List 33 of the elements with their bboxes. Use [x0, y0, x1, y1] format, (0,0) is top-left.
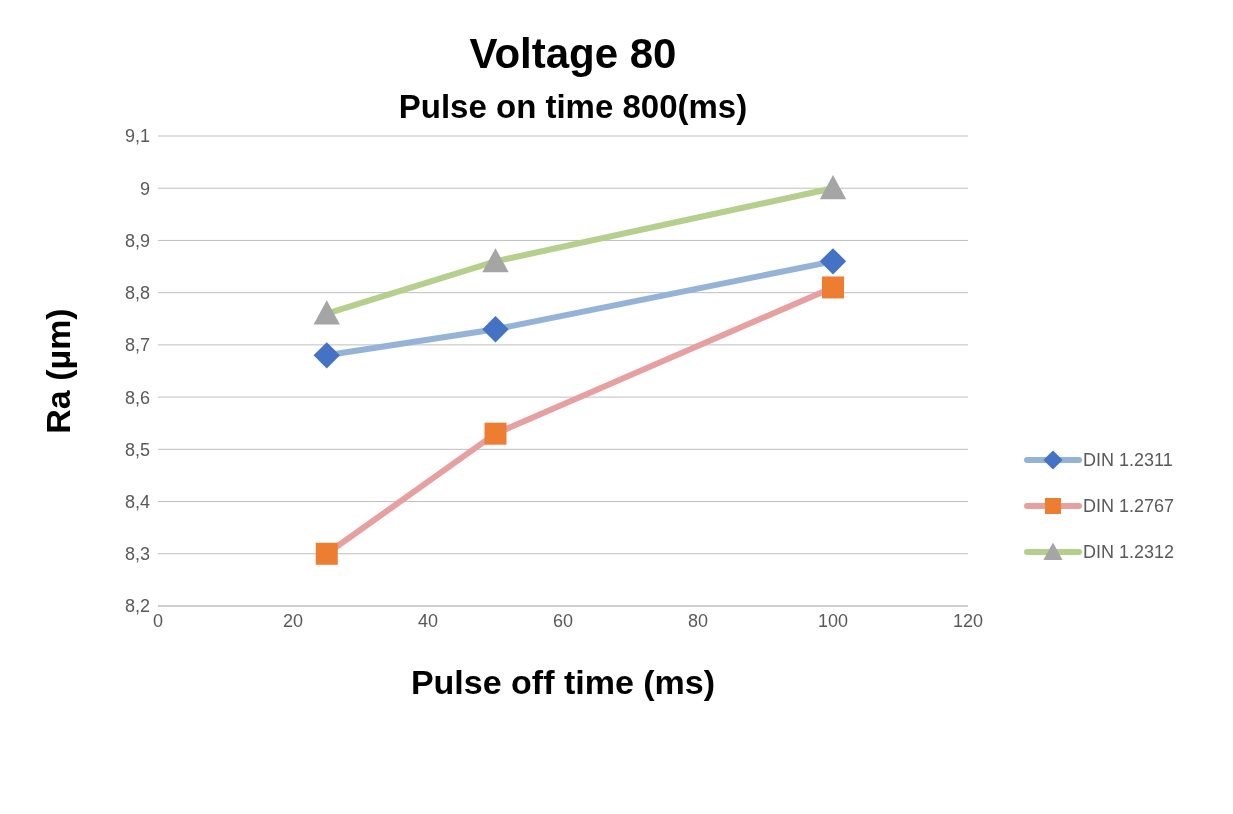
y-tick-label: 8,9: [124, 230, 150, 251]
y-tick-label: 8,6: [124, 387, 150, 408]
y-tick-label: 8,5: [124, 439, 150, 460]
x-tick-label: 100: [817, 610, 849, 631]
point: [482, 248, 509, 273]
y-tick-label: 8,4: [124, 491, 150, 512]
y-tick-label: 8,8: [124, 283, 150, 304]
y-tick-label: 9: [139, 178, 150, 199]
legend-label: DIN 1.2311: [1083, 449, 1173, 471]
x-tick-label: 0: [152, 610, 164, 631]
point: [313, 300, 340, 325]
point: [313, 342, 340, 369]
x-tick-label: 60: [552, 610, 574, 631]
x-tick-label: 120: [952, 610, 984, 631]
point: [315, 542, 338, 565]
point: [819, 175, 847, 200]
x-tick-label: 80: [687, 610, 709, 631]
y-tick-label: 9,1: [124, 126, 150, 147]
y-tick-label: 8,3: [124, 544, 150, 565]
point: [484, 422, 507, 445]
point: [482, 316, 509, 343]
point: [819, 248, 847, 275]
chart-title: Voltage 80: [468, 30, 678, 78]
x-axis-title: Pulse off time (ms): [410, 663, 716, 701]
x-tick-label: 40: [417, 610, 439, 631]
legend-label: DIN 1.2767: [1083, 495, 1175, 517]
y-tick-label: 8,2: [124, 596, 150, 617]
point: [822, 276, 844, 299]
y-axis-title: Ra (µm): [39, 308, 78, 434]
x-tick-label: 20: [282, 610, 304, 631]
legend-label: DIN 1.2312: [1083, 541, 1175, 563]
y-tick-label: 8,7: [124, 335, 150, 356]
chart-subtitle: Pulse on time 800(ms): [397, 88, 749, 126]
